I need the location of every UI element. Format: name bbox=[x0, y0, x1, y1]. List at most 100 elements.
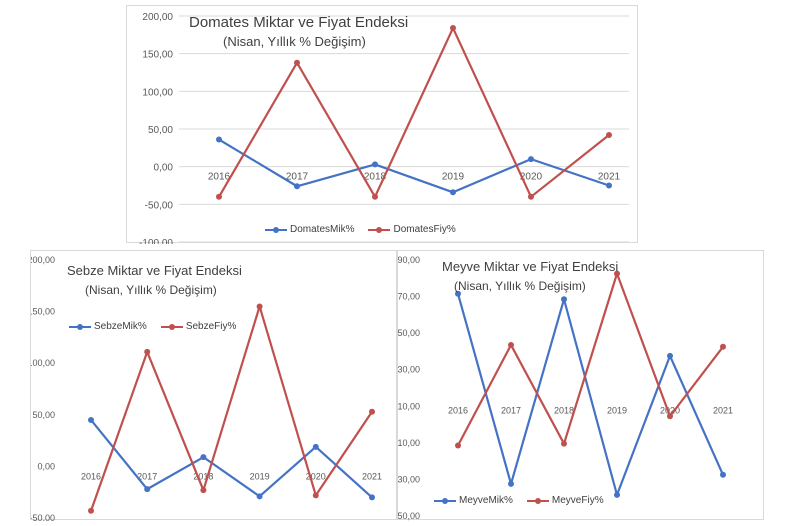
legend-swatch-sebzemik bbox=[69, 323, 91, 330]
data-point bbox=[508, 341, 514, 348]
data-point bbox=[294, 59, 300, 66]
x-tick-label: 2021 bbox=[362, 471, 382, 481]
data-point bbox=[561, 440, 567, 447]
legend-item-meyvemik: MeyveMik% bbox=[434, 495, 513, 506]
x-tick-label: 2016 bbox=[81, 471, 101, 481]
data-point bbox=[256, 493, 263, 500]
legend-swatch-domatesmik bbox=[265, 226, 287, 233]
sebze-chart: 200,00 150,00 100,00 50,00 0,00 -50,00 2016 201… bbox=[30, 250, 397, 521]
x-tick-label: 2021 bbox=[713, 406, 733, 416]
series-line-fiyat bbox=[457, 272, 724, 447]
y-tick-label: -10,00 bbox=[398, 438, 420, 448]
y-tick-label: 0,00 bbox=[154, 163, 174, 174]
legend-label-sebzefiy: SebzeFiy% bbox=[185, 321, 237, 332]
data-point bbox=[200, 454, 207, 461]
y-tick-label: 70,00 bbox=[398, 292, 420, 302]
data-point bbox=[372, 161, 378, 168]
legend-item-meyvefiy: MeyveFiy% bbox=[526, 495, 604, 506]
y-tick-label: 150,00 bbox=[31, 307, 55, 317]
x-tick-label: 2018 bbox=[364, 172, 387, 183]
data-point bbox=[455, 290, 461, 297]
x-tick-label: 2020 bbox=[520, 172, 543, 183]
x-tick-label: 2017 bbox=[286, 172, 309, 183]
y-tick-label: 100,00 bbox=[31, 358, 55, 368]
y-tick-label: 200,00 bbox=[142, 12, 173, 23]
domates-chart-subtitle: (Nisan, Yıllık % Değişim) bbox=[223, 34, 366, 49]
data-point bbox=[606, 132, 612, 139]
legend-item-domatesfiy: DomatesFiy% bbox=[368, 224, 456, 235]
x-tick-label: 2021 bbox=[598, 172, 621, 183]
legend-label-domatesmik: DomatesMik% bbox=[290, 224, 355, 235]
legend-item-sebzemik: SebzeMik% bbox=[69, 321, 147, 332]
series-line-miktar bbox=[218, 138, 610, 194]
y-tick-label: -50,00 bbox=[398, 511, 420, 521]
data-point bbox=[256, 303, 263, 310]
x-tick-label: 2016 bbox=[208, 172, 231, 183]
y-tick-label: 150,00 bbox=[142, 50, 173, 61]
data-point bbox=[369, 408, 375, 415]
x-tick-label: 2018 bbox=[193, 471, 213, 481]
legend-swatch-sebzefiy bbox=[160, 323, 183, 330]
series-line-fiyat bbox=[89, 305, 373, 512]
data-point bbox=[667, 352, 673, 359]
data-point bbox=[528, 156, 534, 163]
legend-swatch-meyvefiy bbox=[526, 497, 549, 504]
legend-label-sebzemik: SebzeMik% bbox=[94, 321, 147, 332]
data-point bbox=[450, 189, 456, 196]
data-point bbox=[528, 193, 534, 200]
series-line-miktar bbox=[456, 293, 725, 496]
x-tick-label: 2018 bbox=[554, 406, 574, 416]
meyve-chart-legend: MeyveMik% MeyveFiy% bbox=[434, 495, 604, 506]
meyve-chart: 90,00 70,00 50,00 30,00 10,00 -10,00 -30,00 -50… bbox=[397, 250, 764, 521]
y-tick-label: -50,00 bbox=[31, 513, 55, 521]
x-tick-label: 2020 bbox=[660, 406, 680, 416]
data-point bbox=[144, 348, 151, 355]
legend-label-meyvemik: MeyveMik% bbox=[459, 495, 513, 506]
y-tick-label: 200,00 bbox=[31, 255, 55, 265]
meyve-chart-plot: 90,00 70,00 50,00 30,00 10,00 -10,00 -30,00 -50… bbox=[398, 255, 733, 521]
data-point bbox=[508, 480, 514, 487]
y-tick-label: 30,00 bbox=[398, 365, 420, 375]
data-point bbox=[561, 296, 567, 303]
data-point bbox=[720, 471, 726, 478]
sebze-chart-subtitle: (Nisan, Yıllık % Değişim) bbox=[85, 283, 217, 297]
y-tick-label: 50,00 bbox=[148, 125, 173, 136]
y-tick-label: 0,00 bbox=[37, 461, 55, 471]
legend-label-domatesfiy: DomatesFiy% bbox=[393, 224, 456, 235]
data-point bbox=[369, 494, 375, 501]
data-point bbox=[216, 193, 222, 200]
data-point bbox=[667, 413, 673, 420]
data-point bbox=[88, 416, 94, 423]
data-point bbox=[200, 487, 207, 494]
legend-swatch-domatesfiy bbox=[368, 226, 391, 233]
legend-item-sebzefiy: SebzeFiy% bbox=[160, 321, 237, 332]
series-line-miktar bbox=[90, 419, 373, 499]
data-point bbox=[606, 182, 612, 189]
x-tick-label: 2016 bbox=[448, 406, 468, 416]
y-tick-label: -100,00 bbox=[139, 238, 173, 244]
legend-item-domatesmik: DomatesMik% bbox=[265, 224, 354, 235]
legend-label-meyvefiy: MeyveFiy% bbox=[551, 495, 604, 506]
y-tick-label: 50,00 bbox=[32, 410, 55, 420]
data-point bbox=[312, 443, 319, 450]
domates-chart: 200,00 150,00 100,00 50,00 0,00 -50,00 -100,00… bbox=[126, 5, 638, 244]
y-tick-label: 100,00 bbox=[142, 87, 173, 98]
x-tick-label: 2019 bbox=[442, 172, 465, 183]
data-point bbox=[614, 270, 620, 277]
domates-chart-title: Domates Miktar ve Fiyat Endeksi bbox=[189, 14, 409, 31]
data-point bbox=[450, 25, 456, 32]
data-point bbox=[88, 507, 94, 514]
x-tick-label: 2019 bbox=[607, 406, 627, 416]
y-tick-label: -50,00 bbox=[145, 200, 174, 211]
x-tick-label: 2019 bbox=[250, 471, 270, 481]
x-tick-label: 2020 bbox=[306, 471, 326, 481]
y-tick-label: -30,00 bbox=[398, 474, 420, 484]
series-line-fiyat bbox=[218, 26, 610, 198]
meyve-chart-title: Meyve Miktar ve Fiyat Endeksi bbox=[442, 259, 619, 274]
x-tick-label: 2017 bbox=[137, 471, 157, 481]
data-point bbox=[312, 492, 319, 499]
sebze-chart-title: Sebze Miktar ve Fiyat Endeksi bbox=[67, 263, 242, 278]
sebze-chart-plot: 200,00 150,00 100,00 50,00 0,00 -50,00 2016 201… bbox=[31, 255, 382, 521]
meyve-chart-subtitle: (Nisan, Yıllık % Değişim) bbox=[454, 279, 586, 293]
data-point bbox=[372, 193, 378, 200]
